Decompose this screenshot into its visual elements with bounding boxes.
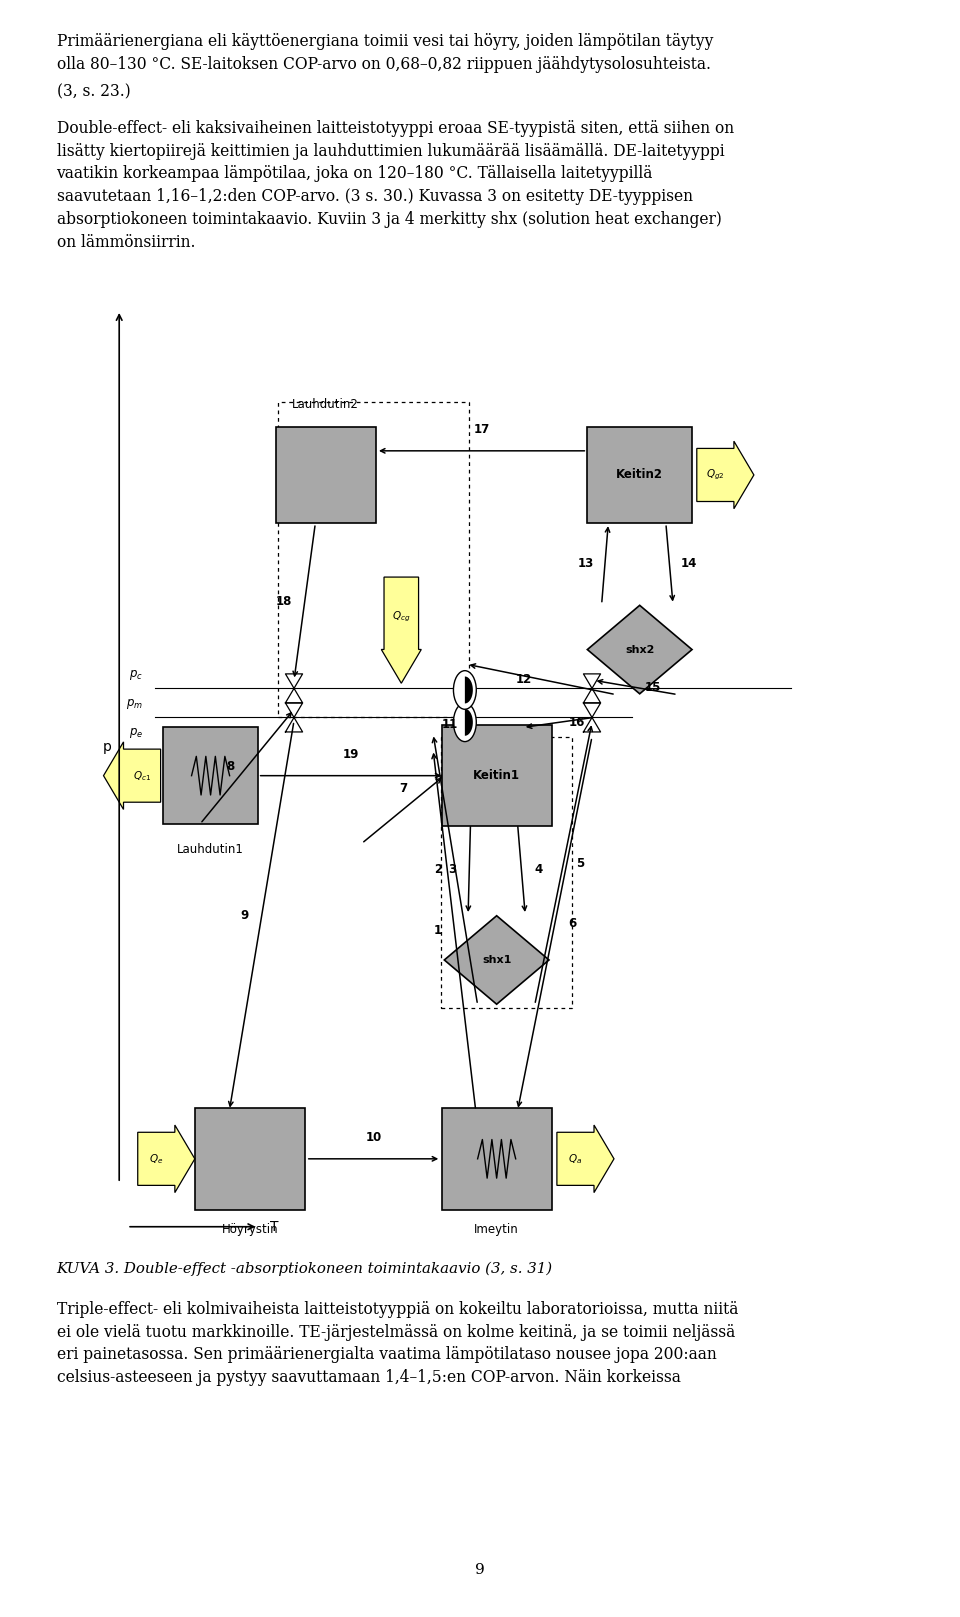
Bar xyxy=(195,1108,305,1210)
Bar xyxy=(442,1108,552,1210)
Text: Keitin1: Keitin1 xyxy=(473,770,520,783)
Text: 1: 1 xyxy=(433,923,442,936)
Text: KUVA 3. Double-effect -absorptiokoneen toimintakaavio (3, s. 31): KUVA 3. Double-effect -absorptiokoneen t… xyxy=(57,1261,553,1276)
Text: 6: 6 xyxy=(567,917,576,930)
Text: 9: 9 xyxy=(240,909,249,922)
Text: (3, s. 23.): (3, s. 23.) xyxy=(57,82,131,100)
Polygon shape xyxy=(465,676,473,703)
Text: 16: 16 xyxy=(569,716,586,729)
Text: Imeytin: Imeytin xyxy=(474,1222,519,1235)
Text: $p_m$: $p_m$ xyxy=(126,697,143,711)
Text: 19: 19 xyxy=(343,749,359,762)
Text: saavutetaan 1,16–1,2:den COP-arvo. (3 s. 30.) Kuvassa 3 on esitetty DE-tyyppisen: saavutetaan 1,16–1,2:den COP-arvo. (3 s.… xyxy=(57,188,692,205)
Text: 12: 12 xyxy=(516,673,532,686)
Polygon shape xyxy=(557,1125,614,1193)
Text: $Q_{c1}$: $Q_{c1}$ xyxy=(133,768,151,783)
Circle shape xyxy=(453,703,476,742)
Text: celsius-asteeseen ja pystyy saavuttamaan 1,4–1,5:en COP-arvon. Näin korkeissa: celsius-asteeseen ja pystyy saavuttamaan… xyxy=(57,1370,681,1386)
Text: shx2: shx2 xyxy=(625,645,655,655)
Text: ei ole vielä tuotu markkinoille. TE-järjestelmässä on kolme keitinä, ja se toimi: ei ole vielä tuotu markkinoille. TE-järj… xyxy=(57,1324,734,1340)
Text: Triple-effect- eli kolmivaiheista laitteistotyyppiä on kokeiltu laboratorioissa,: Triple-effect- eli kolmivaiheista laitte… xyxy=(57,1300,738,1318)
Text: $Q_a$: $Q_a$ xyxy=(568,1151,583,1166)
Circle shape xyxy=(453,671,476,710)
Text: $Q_e$: $Q_e$ xyxy=(149,1151,163,1166)
Text: vaatikin korkeampaa lämpötilaa, joka on 120–180 °C. Tällaisella laitetyypillä: vaatikin korkeampaa lämpötilaa, joka on … xyxy=(57,165,653,183)
Text: olla 80–130 °C. SE-laitoksen COP-arvo on 0,68–0,82 riippuen jäähdytysolosuhteist: olla 80–130 °C. SE-laitoksen COP-arvo on… xyxy=(57,55,710,73)
Text: Double-effect- eli kaksivaiheinen laitteistotyyppi eroaa SE-tyypistä siten, että: Double-effect- eli kaksivaiheinen laitte… xyxy=(57,120,733,137)
Text: 7: 7 xyxy=(398,783,407,796)
Bar xyxy=(441,737,572,1009)
Text: 5: 5 xyxy=(576,857,585,870)
Text: $p_e$: $p_e$ xyxy=(129,726,143,741)
Text: 9: 9 xyxy=(475,1564,485,1578)
Text: absorptiokoneen toimintakaavio. Kuviin 3 ja 4 merkitty shx (solution heat exchan: absorptiokoneen toimintakaavio. Kuviin 3… xyxy=(57,212,721,228)
Text: 8: 8 xyxy=(226,760,234,773)
Text: Keitin2: Keitin2 xyxy=(616,469,663,482)
Text: 18: 18 xyxy=(276,595,292,608)
Text: Primäärienergiana eli käyttöenergiana toimii vesi tai höyry, joiden lämpötilan t: Primäärienergiana eli käyttöenergiana to… xyxy=(57,32,713,50)
Text: 4: 4 xyxy=(535,863,542,876)
Text: 14: 14 xyxy=(681,558,697,571)
Text: 10: 10 xyxy=(366,1132,382,1145)
Text: Lauhdutin2: Lauhdutin2 xyxy=(293,398,359,411)
Text: $Q_{cg}$: $Q_{cg}$ xyxy=(392,610,411,624)
Text: Lauhdutin1: Lauhdutin1 xyxy=(178,842,244,857)
Text: 13: 13 xyxy=(578,558,594,571)
Polygon shape xyxy=(381,577,421,684)
Text: 3: 3 xyxy=(448,863,456,876)
Polygon shape xyxy=(588,605,692,694)
Bar xyxy=(276,427,375,524)
Text: on lämmönsiirrin.: on lämmönsiirrin. xyxy=(57,234,195,251)
Text: 11: 11 xyxy=(442,718,458,731)
Text: 2: 2 xyxy=(434,863,443,876)
Text: Höyrystin: Höyrystin xyxy=(222,1222,278,1235)
Text: p: p xyxy=(103,739,111,754)
Text: lisätty kiertopiirejä keittimien ja lauhduttimien lukumäärää lisäämällä. DE-lait: lisätty kiertopiirejä keittimien ja lauh… xyxy=(57,142,724,160)
Polygon shape xyxy=(697,441,754,509)
Text: shx1: shx1 xyxy=(482,956,512,965)
Polygon shape xyxy=(465,708,473,736)
Bar xyxy=(588,427,692,524)
Polygon shape xyxy=(104,742,160,810)
Text: T: T xyxy=(270,1219,278,1234)
Bar xyxy=(278,403,468,718)
Text: 17: 17 xyxy=(473,424,490,437)
Text: $p_c$: $p_c$ xyxy=(130,668,143,682)
Text: $Q_{g2}$: $Q_{g2}$ xyxy=(706,467,725,482)
Bar xyxy=(442,724,552,826)
Polygon shape xyxy=(444,915,549,1004)
Bar xyxy=(163,728,257,825)
Polygon shape xyxy=(137,1125,195,1193)
Text: 15: 15 xyxy=(644,681,661,694)
Text: eri painetasossa. Sen primäärienergialta vaatima lämpötilataso nousee jopa 200:a: eri painetasossa. Sen primäärienergialta… xyxy=(57,1347,716,1363)
